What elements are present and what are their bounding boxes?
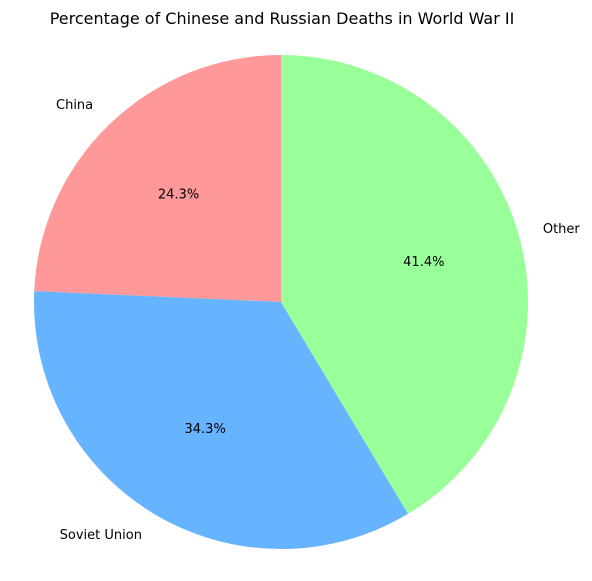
slice-label-china: China bbox=[56, 98, 93, 113]
pie-labels: China 24.3% Soviet Union 34.3% Other 41.4% bbox=[56, 98, 580, 543]
slice-percent-other: 41.4% bbox=[403, 255, 444, 270]
pie-slice-other bbox=[281, 54, 529, 514]
pie-slices bbox=[34, 54, 529, 549]
slice-label-soviet-union: Soviet Union bbox=[60, 528, 142, 543]
chart-title: Percentage of Chinese and Russian Deaths… bbox=[50, 9, 515, 28]
slice-label-other: Other bbox=[543, 222, 581, 237]
pie-slice-china bbox=[34, 55, 282, 302]
slice-percent-soviet-union: 34.3% bbox=[185, 422, 226, 437]
slice-percent-china: 24.3% bbox=[158, 187, 199, 202]
pie-slice-soviet-union bbox=[34, 291, 409, 549]
